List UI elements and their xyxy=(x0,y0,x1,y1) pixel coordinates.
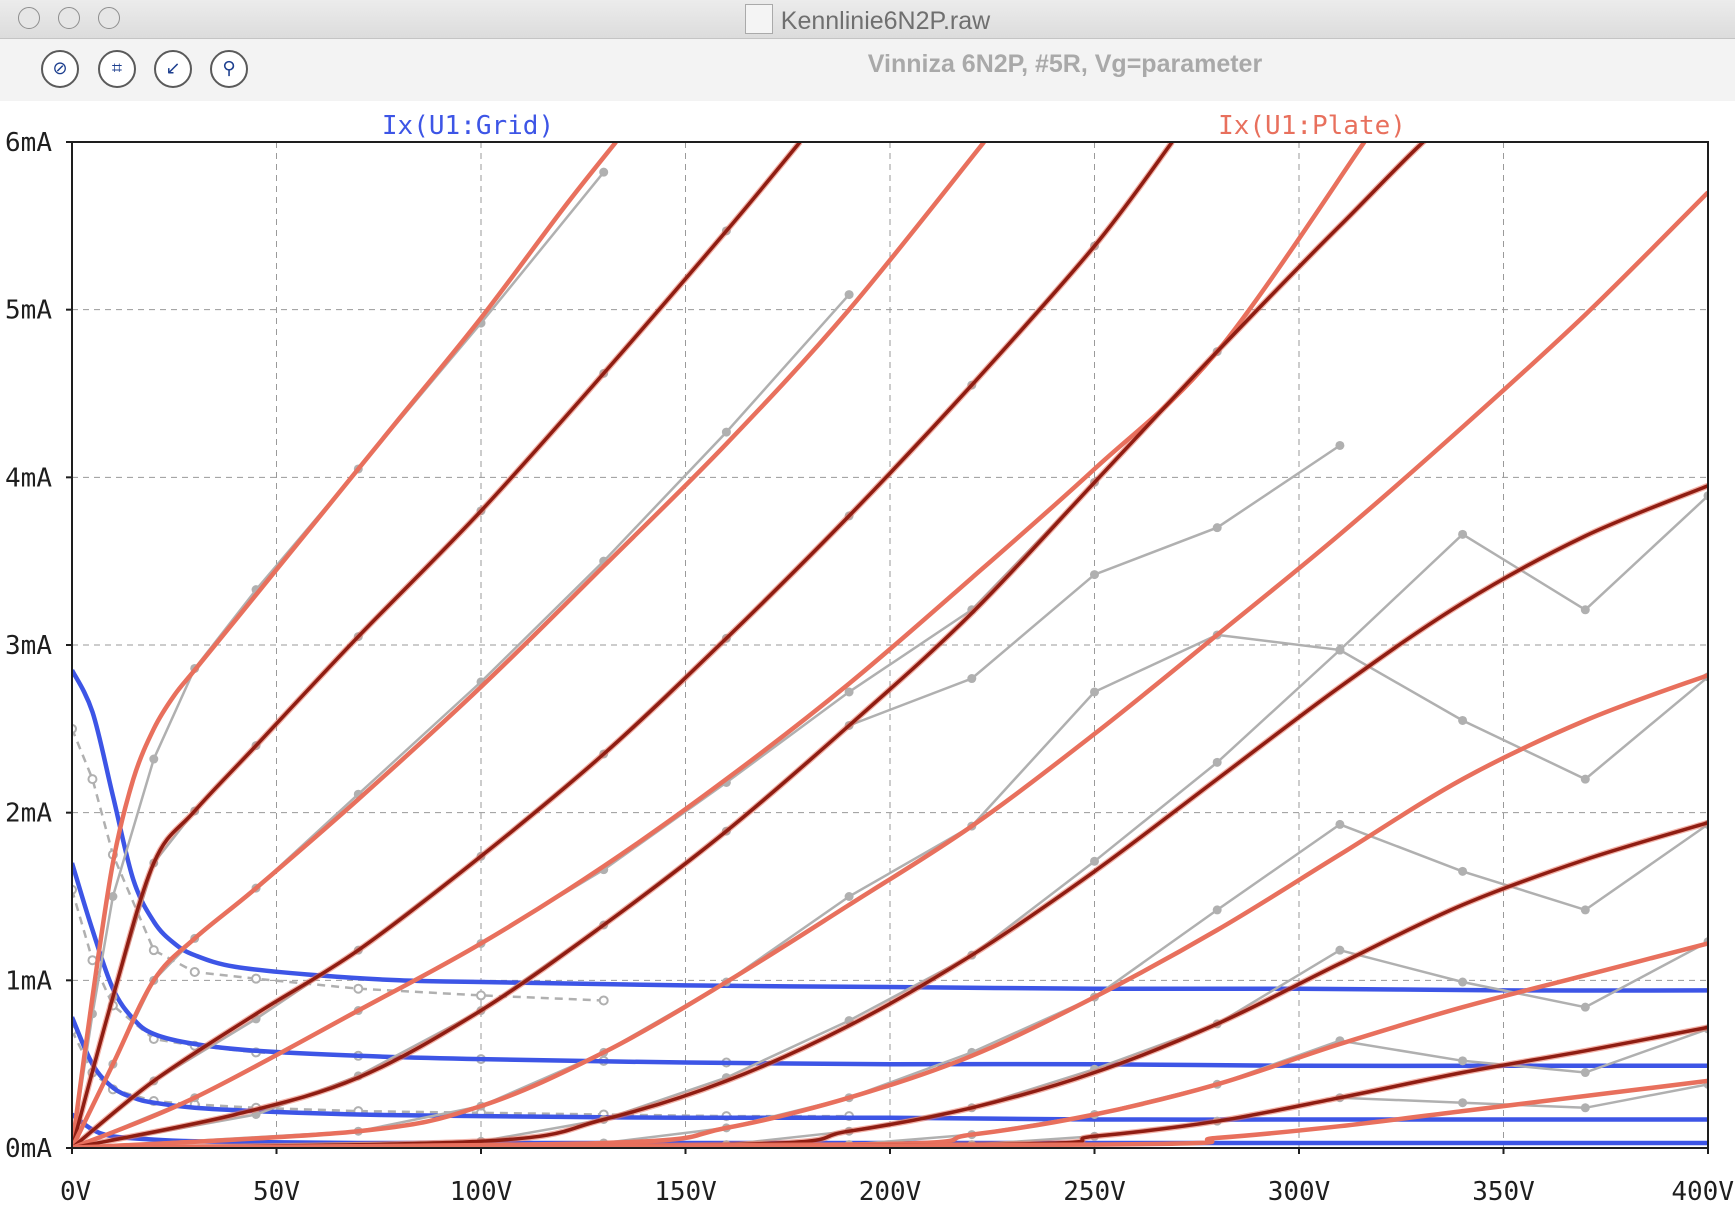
zoom-cancel-icon[interactable]: ⊘ xyxy=(41,50,79,88)
measured-plate-point xyxy=(108,892,118,901)
y-tick-label: 0mA xyxy=(5,1134,52,1164)
measured-grid-point xyxy=(87,774,98,785)
measured-plate-curve-9 xyxy=(72,940,1708,1148)
measured-plate-point xyxy=(1458,1098,1468,1108)
plate-current-curve-12 xyxy=(72,1078,1708,1148)
measured-plate-point xyxy=(1458,866,1468,876)
window-title-text: Kennlinie6N2P.raw xyxy=(780,7,991,35)
x-tick-label: 200V xyxy=(859,1177,922,1205)
measured-plate-point xyxy=(1335,645,1345,655)
plate-current-curve-3 xyxy=(72,142,1174,1148)
document-icon xyxy=(744,4,773,34)
close-window-button[interactable] xyxy=(18,7,40,29)
plate-current-curve-5 xyxy=(72,142,1426,1148)
plot-frame xyxy=(71,141,1709,1149)
plate-current-curve-8 xyxy=(72,673,1708,1148)
measured-plate-point xyxy=(1458,977,1468,987)
measured-plate-point xyxy=(149,754,159,764)
axis-tick-labels: 0V 50V 100V 150V 200V 250V 300V 350V 400V 0mA 1mA 2… xyxy=(5,128,1734,1205)
measured-plate-point xyxy=(1090,570,1099,580)
y-tick-label: 1mA xyxy=(5,966,52,996)
measured-plate-point xyxy=(967,674,977,684)
measured-plate-point xyxy=(1090,856,1099,866)
plate-current-curve-6 xyxy=(72,190,1708,1148)
measured-plate-point xyxy=(1580,1068,1590,1078)
measured-plate-point xyxy=(1458,715,1468,725)
chart-curves xyxy=(72,142,1708,1148)
pin-tool-icon[interactable]: ⚲ xyxy=(210,50,248,88)
measured-plate-point xyxy=(1212,523,1222,533)
measured-plate-point xyxy=(844,290,854,300)
measured-plate-point xyxy=(599,167,609,177)
measured-grid-point xyxy=(251,973,262,984)
y-tick-label: 6mA xyxy=(5,128,52,158)
x-tick-label: 400V xyxy=(1671,1177,1734,1205)
measured-grid-point xyxy=(353,983,364,994)
legend-entry-plate: Ix(U1:Plate) xyxy=(1218,111,1406,141)
toolbar xyxy=(0,39,1735,101)
measured-plate-point xyxy=(1580,1002,1590,1012)
measured-plate-point xyxy=(1335,440,1345,450)
y-tick-label: 5mA xyxy=(5,296,52,326)
minimize-window-button[interactable] xyxy=(58,7,80,29)
measured-plate-point xyxy=(844,687,854,697)
y-tick-label: 2mA xyxy=(5,799,52,829)
measured-plate-point xyxy=(721,427,731,437)
plate-current-curve-1 xyxy=(72,142,802,1148)
y-tick-label: 3mA xyxy=(5,631,52,661)
window-titlebar: Kennlinie6N2P.raw xyxy=(0,0,1735,39)
x-tick-label: 0V xyxy=(60,1177,91,1205)
measured-plate-point xyxy=(1580,905,1590,915)
measured-plate-point xyxy=(1212,905,1222,915)
measured-plate-point xyxy=(1458,1056,1468,1066)
legend-entry-grid: Ix(U1:Grid) xyxy=(382,111,554,141)
plate-current-curve-2 xyxy=(72,142,986,1148)
y-tick-label: 4mA xyxy=(5,463,52,493)
measured-plate-point xyxy=(1090,687,1099,697)
measured-grid-point xyxy=(476,990,486,1001)
measured-plate-point xyxy=(844,892,854,901)
plate-current-curve-7 xyxy=(72,484,1708,1148)
x-tick-label: 350V xyxy=(1472,1177,1535,1205)
x-tick-label: 250V xyxy=(1063,1177,1126,1205)
window-title: Kennlinie6N2P.raw xyxy=(0,4,1735,36)
zoom-window-button[interactable] xyxy=(98,7,120,29)
measured-plate-point xyxy=(1458,529,1468,539)
measured-plate-point xyxy=(1580,605,1590,615)
measured-grid-point xyxy=(189,966,200,977)
measured-plate-point xyxy=(1212,757,1222,767)
plot-title: Vinniza 6N2P, #5R, Vg=parameter xyxy=(867,50,1263,78)
x-tick-label: 150V xyxy=(654,1177,717,1205)
chart-grid xyxy=(66,141,1709,1154)
measured-grid-point xyxy=(148,945,159,956)
plate-current-curve-0 xyxy=(72,142,618,1148)
measured-plate-point xyxy=(1703,491,1708,501)
x-tick-label: 50V xyxy=(253,1177,300,1205)
measured-plate-point xyxy=(1580,1103,1590,1113)
x-tick-label: 100V xyxy=(450,1177,513,1205)
measured-grid-curve-2 xyxy=(72,1030,850,1118)
measured-grid-point xyxy=(598,995,609,1006)
autorange-icon[interactable]: ⌗ xyxy=(98,50,136,88)
measured-plate-point xyxy=(1580,774,1590,784)
measured-plate-point xyxy=(1335,945,1345,955)
zoom-back-icon[interactable]: ↙ xyxy=(154,50,192,88)
measured-plate-point xyxy=(1335,819,1345,829)
x-tick-label: 300V xyxy=(1268,1177,1331,1205)
chart-legend: Ix(U1:Grid) Ix(U1:Plate) xyxy=(382,111,1406,141)
